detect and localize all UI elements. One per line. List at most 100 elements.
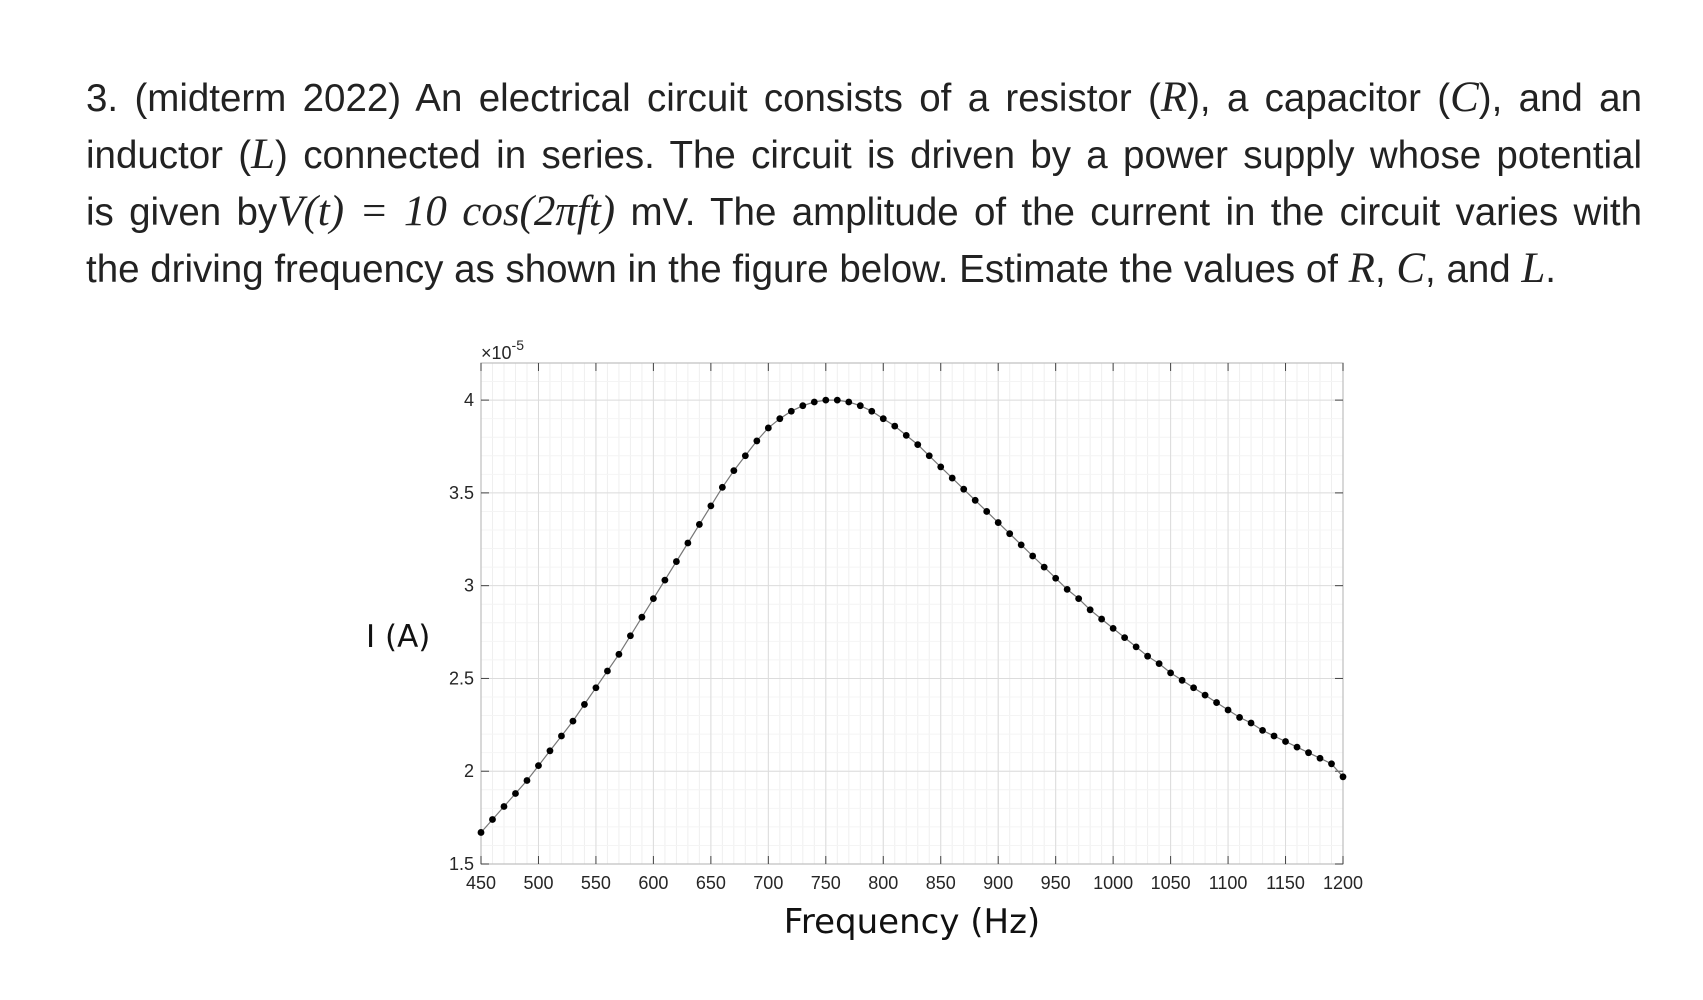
y-tick-label: 1.5 (449, 854, 474, 874)
data-point (1247, 719, 1255, 727)
data-point (925, 452, 933, 460)
data-point (1305, 749, 1312, 757)
data-point (1293, 743, 1301, 751)
data-point (1224, 706, 1232, 714)
data-point (1328, 760, 1335, 768)
data-point (1006, 530, 1014, 538)
data-point (845, 398, 853, 406)
data-point (1109, 624, 1117, 632)
y-tick-label: 3 (464, 576, 474, 596)
data-point (695, 521, 703, 528)
data-point (650, 595, 657, 603)
data-point (810, 398, 818, 406)
data-point (627, 632, 634, 640)
grid (480, 362, 1344, 865)
y-tick-label: 2 (464, 761, 474, 781)
x-tick-label: 800 (868, 873, 898, 893)
x-tick-label: 550 (581, 873, 611, 893)
x-tick-label: 1000 (1093, 873, 1133, 893)
data-point (569, 717, 577, 725)
data-point (776, 415, 784, 423)
x-tick-label: 1150 (1266, 873, 1305, 893)
x-tick-label: 900 (983, 873, 1013, 893)
x-tick-label: 600 (638, 873, 668, 893)
data-point (1259, 727, 1266, 734)
data-point (1144, 652, 1152, 660)
y-tick-label: 2.5 (449, 668, 474, 688)
data-point (592, 684, 600, 692)
data-point (672, 558, 680, 565)
x-tick-label: 950 (1041, 873, 1071, 893)
data-point (512, 790, 519, 797)
data-point (983, 508, 991, 515)
variable-c-2: C (1396, 245, 1426, 292)
data-point (764, 424, 772, 432)
x-tick-label: 700 (753, 873, 783, 893)
data-point (787, 407, 795, 415)
variable-l-2: L (1521, 245, 1546, 292)
data-point (741, 452, 749, 460)
problem-line-3: is given byV(t) = 10 cos(2πft) mV. The a… (86, 188, 1642, 235)
variable-r-2: R (1348, 245, 1375, 292)
data-point (604, 667, 611, 675)
data-point (914, 441, 922, 449)
data-point (1167, 669, 1174, 677)
data-point (535, 762, 542, 770)
data-point (1178, 676, 1186, 684)
y-exponent-label: ×10-5 (481, 337, 524, 363)
data-point (1270, 732, 1278, 740)
data-point (1155, 660, 1163, 667)
data-point (523, 777, 531, 784)
data-point (833, 396, 841, 404)
data-point (937, 463, 945, 471)
y-axis-label: I (A) (366, 619, 430, 655)
data-point (1213, 699, 1220, 706)
x-tick-label: 1100 (1209, 873, 1248, 893)
data-point (891, 422, 899, 430)
x-tick-label: 650 (696, 873, 726, 893)
y-tick-label: 3.5 (449, 483, 474, 503)
x-tick-label: 500 (523, 873, 553, 893)
data-point (500, 803, 508, 810)
data-point (718, 483, 726, 491)
data-point (753, 437, 761, 445)
data-point (1201, 691, 1209, 699)
data-point (948, 474, 956, 482)
data-point (1098, 615, 1106, 623)
voltage-equation: V(t) = 10 cos(2πft) (277, 188, 616, 235)
data-line (480, 399, 1344, 833)
data-point (1282, 738, 1289, 745)
data-point (684, 539, 692, 547)
data-point (1029, 552, 1037, 560)
data-point (638, 613, 646, 621)
data-point (558, 732, 565, 740)
data-point (1121, 634, 1129, 642)
data-point (1086, 606, 1094, 614)
data-point (489, 816, 496, 823)
x-tick-label: 850 (926, 873, 956, 893)
data-point (730, 467, 738, 475)
x-tick-label: 1200 (1323, 873, 1363, 893)
data-point (1052, 574, 1060, 582)
variable-r: R (1160, 74, 1188, 121)
x-tick-label: 750 (811, 873, 841, 893)
problem-statement: 3. (midterm 2022) An electrical circuit … (86, 70, 1642, 298)
data-point (971, 496, 979, 504)
axis-ticks: 450 500 550 600 650 700 750 800 850 900 950 1000 105… (449, 363, 1363, 893)
x-tick-label: 1050 (1151, 873, 1191, 893)
problem-line-4: the driving frequency as shown in the fi… (86, 245, 1556, 292)
data-point (868, 407, 876, 415)
data-point (1040, 563, 1048, 571)
data-point (1236, 714, 1243, 721)
variable-c: C (1450, 74, 1479, 121)
data-point (661, 576, 669, 584)
data-points (477, 396, 1347, 836)
data-point (994, 519, 1002, 526)
data-point (960, 485, 968, 493)
plot-frame (480, 362, 1344, 865)
x-tick-label: 450 (466, 873, 496, 893)
problem-line-2: inductor (L) connected in series. The ci… (86, 131, 1642, 178)
data-point (1075, 595, 1083, 603)
x-axis-label: Frequency (Hz) (784, 902, 1040, 942)
problem-line-1: 3. (midterm 2022) An electrical circuit … (86, 74, 1642, 121)
